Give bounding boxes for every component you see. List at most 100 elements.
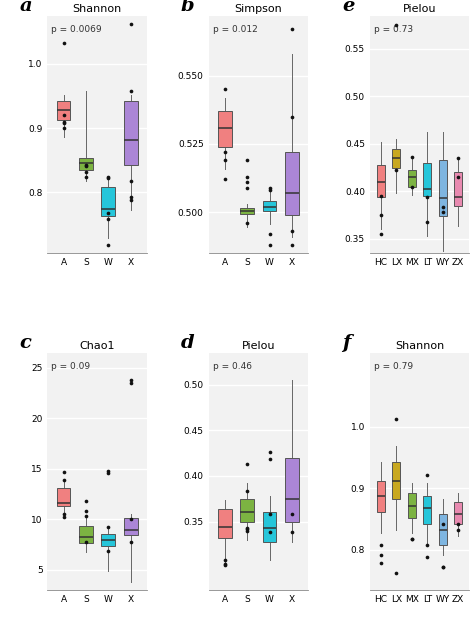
Point — [423, 469, 431, 480]
Title: Shannon: Shannon — [73, 4, 122, 14]
Text: p = 0.46: p = 0.46 — [212, 362, 252, 371]
Bar — [285, 457, 299, 522]
Text: p = 0.79: p = 0.79 — [374, 362, 413, 371]
Bar — [392, 149, 401, 168]
Point — [60, 512, 67, 522]
Point — [60, 38, 67, 49]
Bar — [240, 208, 254, 213]
Point — [60, 118, 67, 128]
Point — [60, 475, 67, 485]
Point — [243, 526, 251, 536]
Point — [243, 523, 251, 533]
Bar — [240, 498, 254, 522]
Point — [60, 117, 67, 127]
Point — [221, 155, 228, 165]
Point — [82, 511, 90, 521]
Bar — [438, 514, 447, 545]
Point — [455, 153, 462, 163]
Point — [266, 454, 273, 464]
Bar — [218, 509, 232, 538]
Point — [288, 240, 296, 250]
Point — [221, 560, 228, 570]
Point — [266, 186, 273, 196]
Point — [408, 152, 416, 162]
Point — [82, 496, 90, 506]
Bar — [377, 481, 385, 512]
Point — [392, 20, 400, 30]
Point — [439, 201, 447, 211]
Point — [243, 487, 251, 497]
Point — [243, 177, 251, 187]
Bar — [124, 101, 138, 165]
Bar — [285, 152, 299, 215]
Point — [127, 175, 135, 186]
Point — [243, 459, 251, 469]
Point — [288, 509, 296, 519]
Bar — [408, 493, 416, 518]
Point — [105, 240, 112, 250]
Point — [392, 569, 400, 579]
Point — [127, 86, 135, 96]
Text: p = 0.09: p = 0.09 — [51, 362, 91, 371]
Title: Shannon: Shannon — [395, 341, 444, 351]
Point — [221, 85, 228, 95]
Point — [408, 534, 416, 544]
Point — [127, 19, 135, 29]
Bar — [124, 518, 138, 536]
Point — [60, 509, 67, 519]
Point — [105, 173, 112, 183]
Point — [243, 524, 251, 534]
Point — [377, 191, 385, 201]
Bar — [218, 111, 232, 146]
Point — [127, 192, 135, 203]
Point — [243, 182, 251, 192]
Point — [82, 536, 90, 546]
Point — [105, 208, 112, 218]
Bar — [377, 165, 385, 197]
Point — [377, 550, 385, 560]
Bar — [454, 172, 462, 206]
Point — [266, 447, 273, 457]
Point — [377, 558, 385, 569]
Bar — [263, 201, 276, 211]
Bar — [79, 526, 93, 543]
Point — [82, 160, 90, 170]
Title: Pielou: Pielou — [242, 341, 275, 351]
Point — [243, 172, 251, 182]
Point — [455, 172, 462, 182]
Title: Simpson: Simpson — [235, 4, 282, 14]
Point — [60, 467, 67, 477]
Text: p = 0.0069: p = 0.0069 — [51, 25, 102, 34]
Point — [105, 546, 112, 556]
Text: f: f — [342, 334, 350, 351]
Point — [423, 552, 431, 562]
Point — [377, 229, 385, 239]
Point — [423, 192, 431, 202]
Bar — [423, 496, 431, 524]
Point — [127, 514, 135, 524]
Point — [221, 147, 228, 157]
Point — [423, 216, 431, 227]
Point — [439, 207, 447, 217]
Point — [408, 182, 416, 192]
Bar — [79, 158, 93, 170]
Point — [266, 229, 273, 239]
Bar — [454, 502, 462, 524]
Text: a: a — [19, 0, 32, 15]
Point — [243, 218, 251, 228]
Point — [266, 240, 273, 250]
Text: e: e — [342, 0, 354, 15]
Point — [82, 506, 90, 516]
Point — [266, 182, 273, 192]
Bar — [263, 512, 276, 541]
Text: p = 0.73: p = 0.73 — [374, 25, 413, 34]
Point — [105, 522, 112, 533]
Point — [439, 562, 447, 572]
Point — [105, 468, 112, 478]
Text: c: c — [19, 334, 31, 351]
Point — [288, 112, 296, 122]
Bar — [56, 101, 71, 121]
Point — [377, 540, 385, 550]
Title: Chao1: Chao1 — [80, 341, 115, 351]
Point — [82, 172, 90, 182]
